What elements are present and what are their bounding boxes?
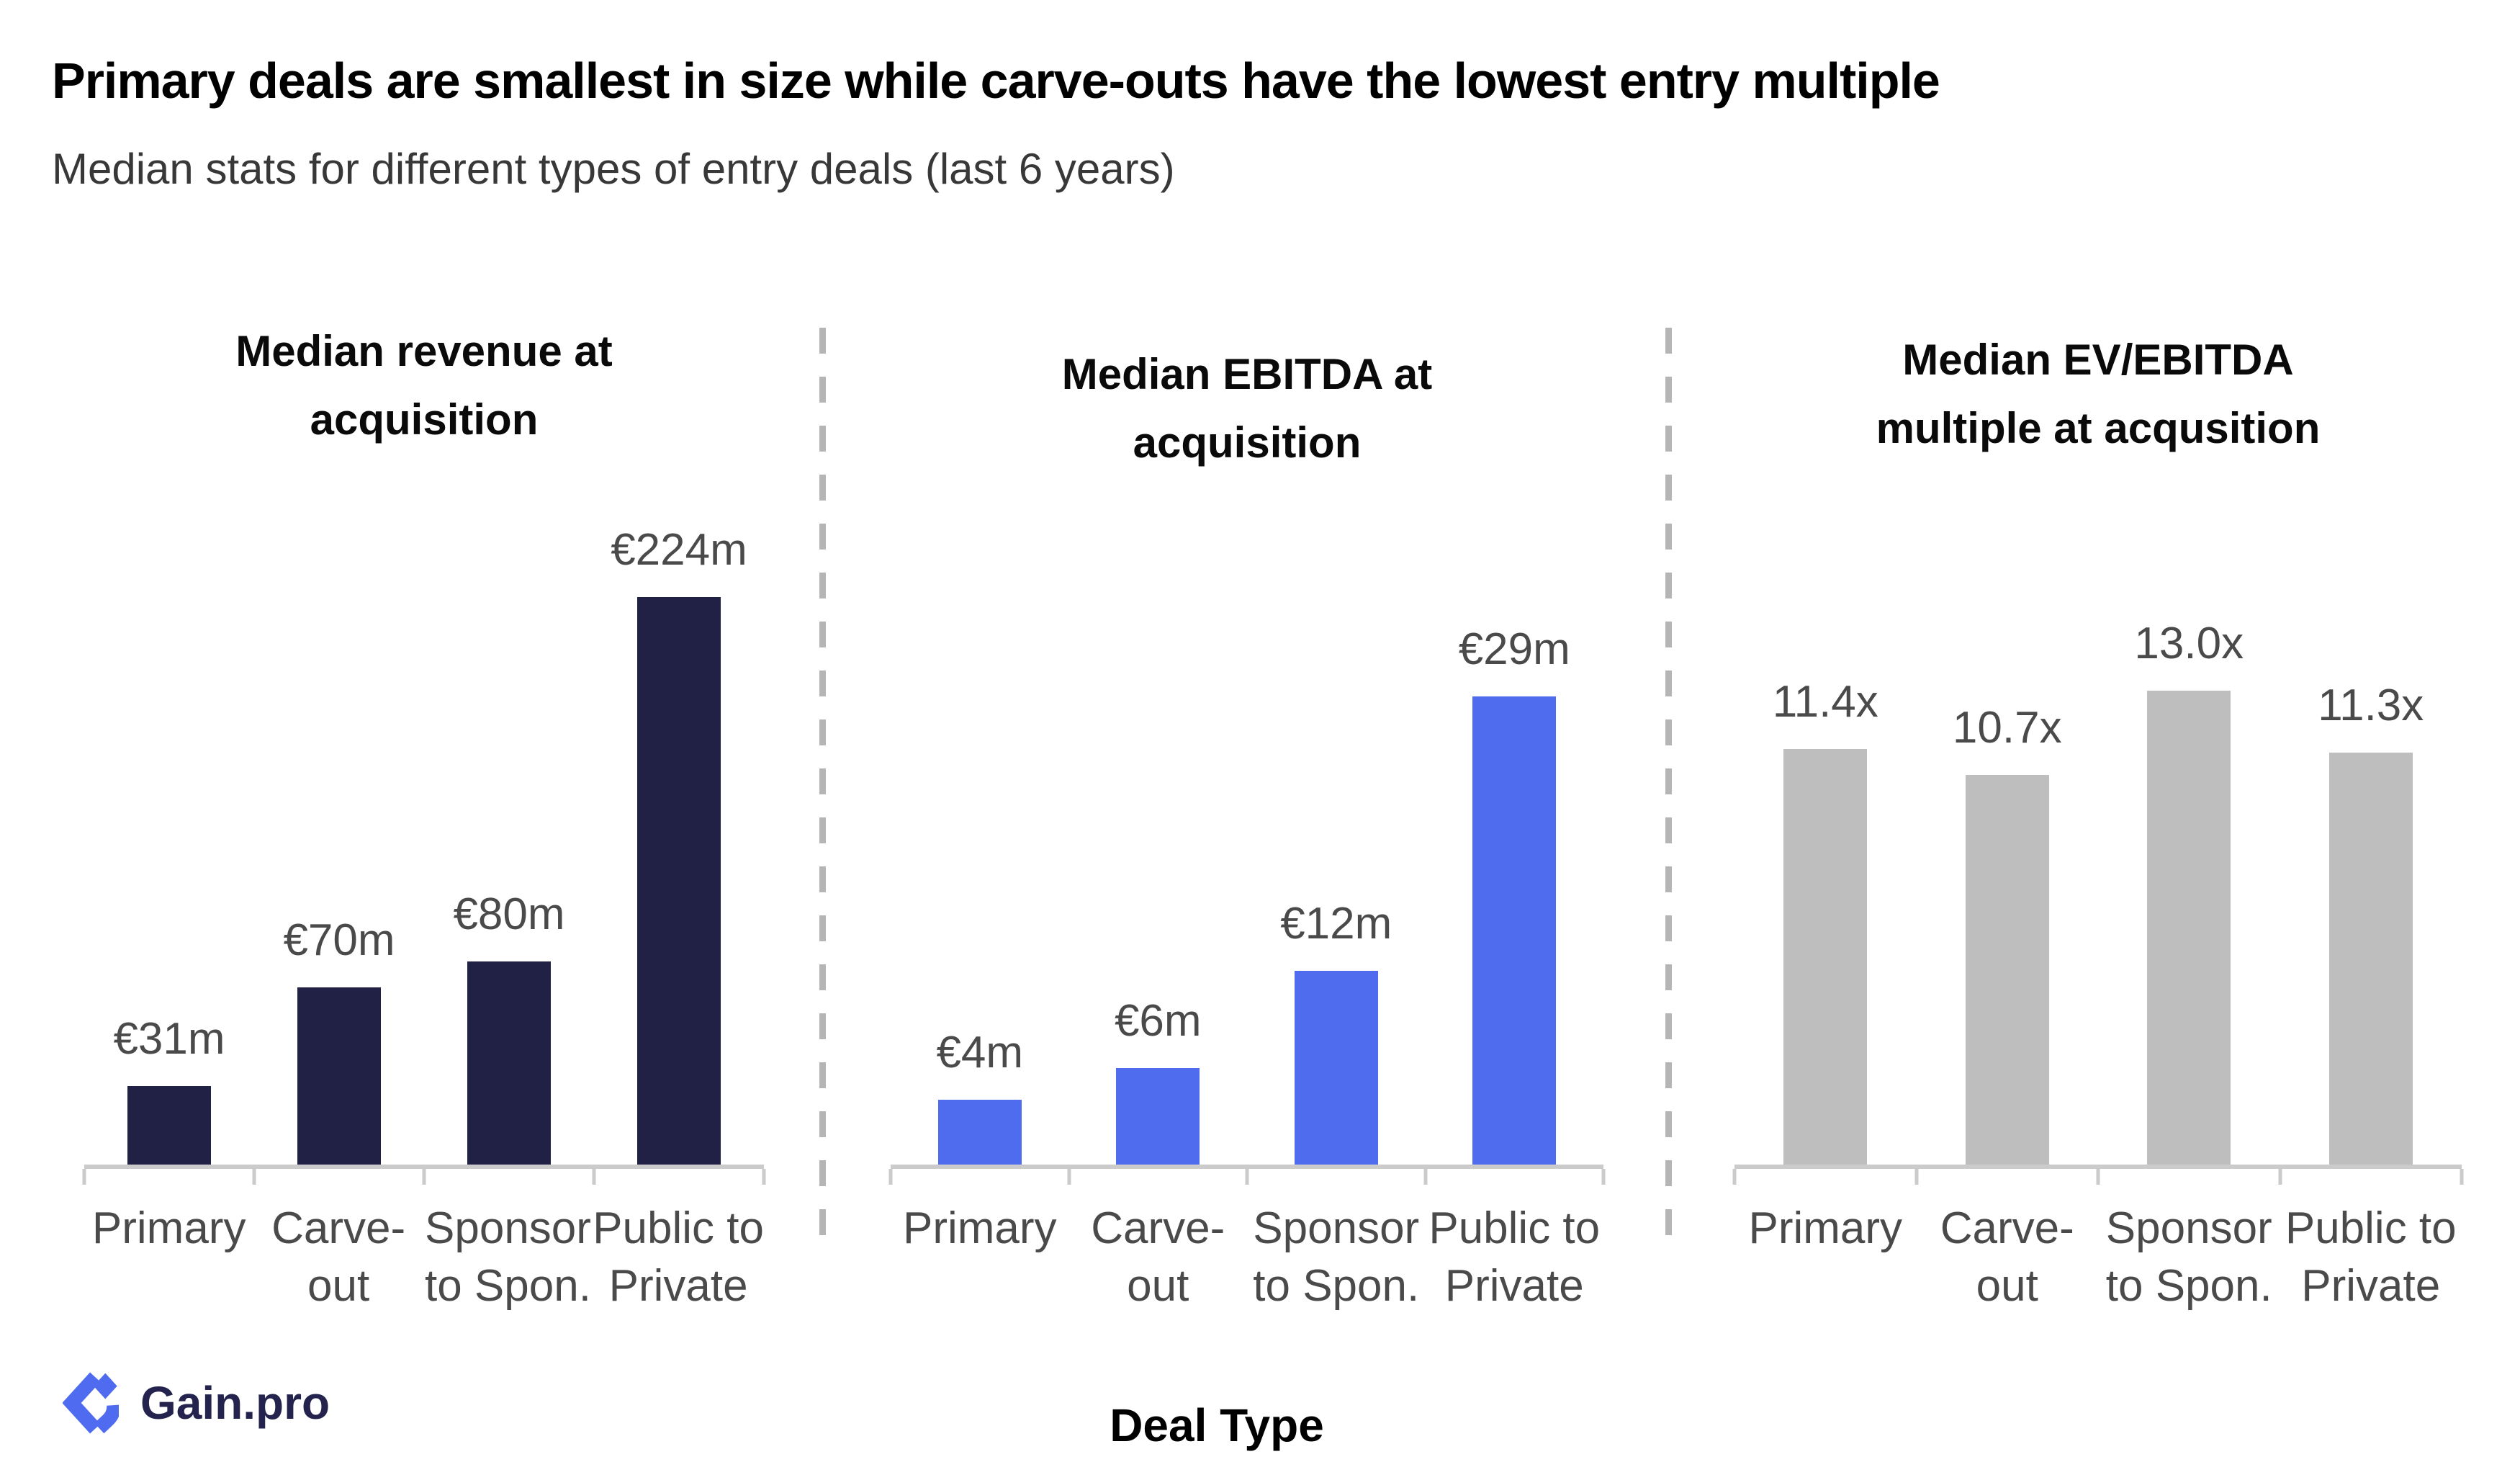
- axis-tick: [1067, 1169, 1071, 1185]
- category-label: Carve-out: [1940, 1203, 2074, 1311]
- panel-revenue-bars: €31m €70m €80m €224m: [84, 524, 764, 1165]
- bar-cell: 10.7x: [1917, 702, 2099, 1165]
- panel-multiple-bars: 11.4x 10.7x 13.0x 11.3x: [1734, 618, 2462, 1165]
- bar-cell: €12m: [1247, 898, 1426, 1165]
- panel-title-line: acquisition: [1133, 418, 1362, 467]
- bar-ebitda-sponsor: [1294, 971, 1378, 1165]
- bar-revenue-primary: [127, 1086, 211, 1165]
- panel-ebitda-title: Median EBITDA at acquisition: [891, 340, 1603, 477]
- axis-tick: [1423, 1169, 1427, 1185]
- category-labels: Primary Carve-out Sponsor to Spon. Public…: [891, 1200, 1603, 1315]
- x-axis-title: Deal Type: [1110, 1399, 1324, 1451]
- bar-cell: 11.3x: [2280, 680, 2462, 1165]
- bar-multiple-primary: [1783, 749, 1868, 1165]
- bar-multiple-p2p: [2328, 753, 2413, 1165]
- category-label: Public to Private: [1428, 1203, 1601, 1311]
- value-label: €31m: [113, 1014, 225, 1064]
- gainpro-logo: Gain.pro: [63, 1370, 330, 1436]
- panel-title-line: multiple at acqusition: [1876, 404, 2321, 452]
- axis-tick: [1245, 1169, 1249, 1185]
- panel-title-line: acquisition: [310, 395, 539, 444]
- value-label: €6m: [1114, 996, 1202, 1046]
- bar-multiple-carveout: [1965, 775, 2049, 1165]
- x-axis-line: [82, 1165, 766, 1185]
- bar-cell: €70m: [254, 915, 424, 1165]
- category-labels: Primary Carve-out Sponsor to Spon. Public…: [84, 1200, 764, 1315]
- panel-title-line: Median EV/EBITDA: [1902, 336, 2294, 384]
- axis-tick: [252, 1169, 256, 1185]
- x-axis-line: [1732, 1165, 2464, 1185]
- category-labels: Primary Carve-out Sponsor to Spon. Public…: [1734, 1200, 2462, 1315]
- bar-cell: €80m: [424, 889, 594, 1165]
- panel-divider: [1665, 328, 1672, 1244]
- panel-revenue: Median revenue at acquisition €31m €70m …: [82, 0, 766, 1480]
- bar-cell: €29m: [1426, 624, 1604, 1165]
- bar-revenue-p2p: [637, 597, 721, 1165]
- value-label: 13.0x: [2134, 619, 2244, 668]
- axis-tick: [592, 1169, 596, 1185]
- value-label: 11.3x: [2318, 681, 2424, 730]
- value-label: 10.7x: [1952, 703, 2062, 753]
- bar-cell: €31m: [84, 1013, 254, 1165]
- category-label: Sponsor to Spon.: [424, 1203, 591, 1311]
- bar-cell: 13.0x: [2098, 618, 2280, 1165]
- category-label: Primary: [91, 1203, 246, 1253]
- value-label: €29m: [1458, 624, 1570, 674]
- panel-revenue-title: Median revenue at acquisition: [84, 317, 764, 454]
- panel-divider: [819, 328, 826, 1244]
- value-label: €224m: [611, 525, 747, 575]
- panel-title-line: Median revenue at: [235, 327, 613, 375]
- axis-tick: [2278, 1169, 2282, 1185]
- value-label: 11.4x: [1772, 677, 1878, 727]
- value-label: €70m: [283, 915, 395, 965]
- bar-multiple-sponsor: [2147, 691, 2231, 1165]
- gainpro-logo-icon: [63, 1372, 119, 1434]
- page-title: Primary deals are smallest in size while…: [52, 53, 1940, 109]
- axis-tick: [1732, 1169, 1737, 1185]
- bar-revenue-sponsor: [467, 961, 551, 1165]
- axis-tick: [422, 1169, 426, 1185]
- bar-cell: €4m: [891, 1027, 1069, 1165]
- category-label: Primary: [902, 1203, 1057, 1253]
- bar-revenue-carveout: [297, 987, 381, 1165]
- category-label: Sponsor to Spon.: [1253, 1203, 1420, 1311]
- panel-multiple-title: Median EV/EBITDA multiple at acqusition: [1734, 326, 2462, 462]
- panel-title-line: Median EBITDA at: [1061, 350, 1433, 398]
- category-label: Public to Private: [593, 1203, 764, 1311]
- value-label: €80m: [453, 889, 565, 939]
- value-label: €4m: [936, 1028, 1024, 1077]
- axis-tick: [888, 1169, 893, 1185]
- value-label: €12m: [1280, 899, 1392, 948]
- axis-tick: [1914, 1169, 1918, 1185]
- bar-cell: 11.4x: [1734, 676, 1917, 1165]
- bar-ebitda-p2p: [1472, 696, 1557, 1165]
- category-label: Carve-out: [1091, 1203, 1225, 1311]
- x-axis-line: [888, 1165, 1606, 1185]
- axis-tick: [82, 1169, 86, 1185]
- bar-ebitda-primary: [937, 1100, 1022, 1165]
- axis-tick: [2096, 1169, 2100, 1185]
- bar-cell: €6m: [1069, 995, 1248, 1165]
- panel-multiple: Median EV/EBITDA multiple at acqusition …: [1732, 0, 2464, 1480]
- category-label: Primary: [1748, 1203, 1903, 1253]
- panel-ebitda-bars: €4m €6m €12m €29m: [891, 624, 1603, 1165]
- page-subtitle: Median stats for different types of entr…: [52, 145, 1175, 193]
- category-label: Public to Private: [2285, 1203, 2457, 1311]
- panel-ebitda: Median EBITDA at acquisition €4m €6m €12…: [888, 0, 1606, 1480]
- category-label: Sponsor to Spon.: [2105, 1203, 2272, 1311]
- bar-ebitda-carveout: [1116, 1068, 1200, 1165]
- axis-tick: [2460, 1169, 2464, 1185]
- axis-tick: [762, 1169, 766, 1185]
- category-label: Carve-out: [271, 1203, 406, 1311]
- gainpro-logo-text: Gain.pro: [140, 1377, 330, 1429]
- bar-cell: €224m: [594, 524, 764, 1165]
- axis-tick: [1601, 1169, 1606, 1185]
